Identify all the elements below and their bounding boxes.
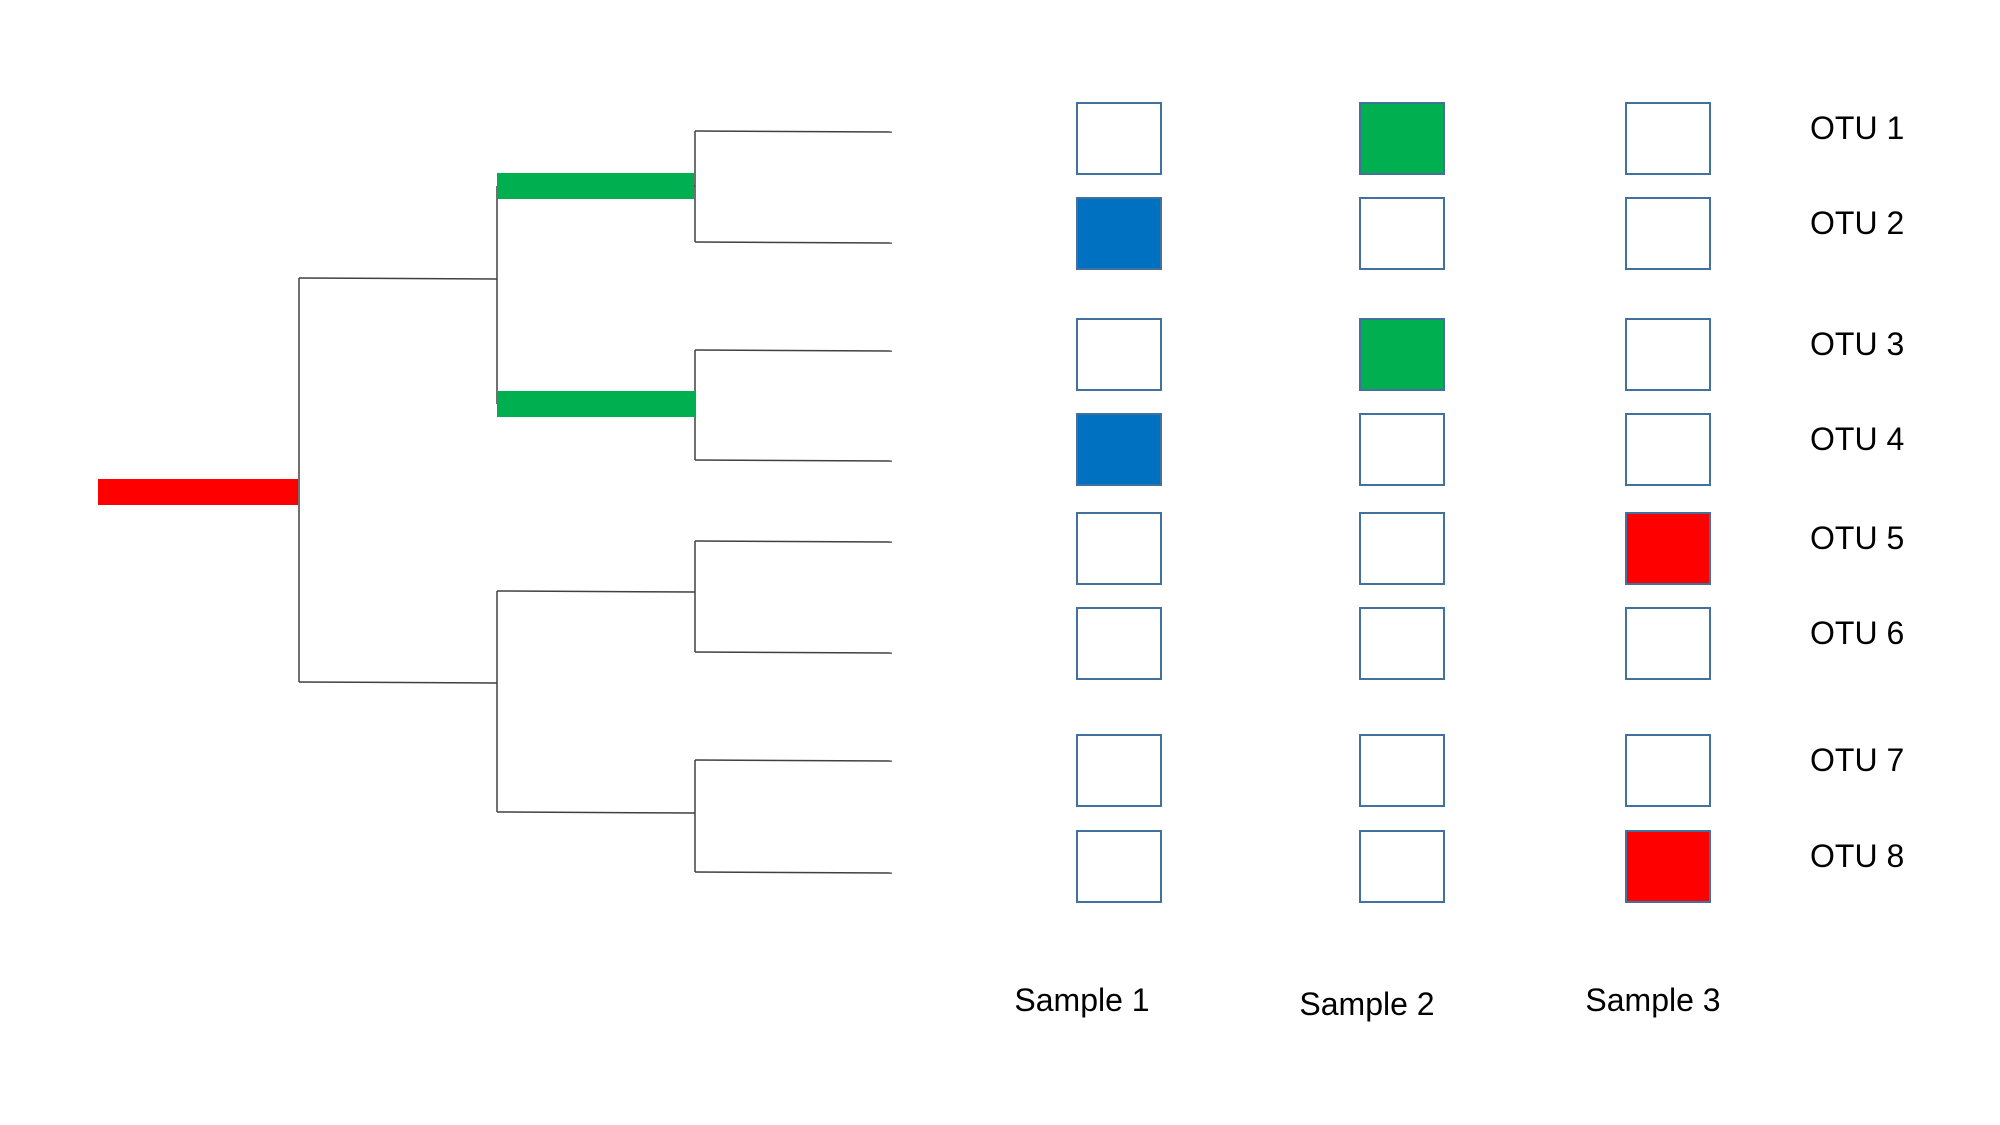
cell-otu8-sample2: [1359, 830, 1445, 903]
cell-otu1-sample1: [1076, 102, 1162, 175]
cell-otu6-sample3: [1625, 607, 1711, 680]
otu-label: OTU 1: [1810, 110, 1904, 146]
cell-otu1-sample2: [1359, 102, 1445, 175]
otu-label: OTU 4: [1810, 421, 1904, 457]
clade-b-branch-highlight: [497, 391, 696, 417]
cell-otu3-sample1: [1076, 318, 1162, 391]
cell-otu3-sample3: [1625, 318, 1711, 391]
cell-otu8-sample1: [1076, 830, 1162, 903]
tree-branch-upper: [298, 277, 498, 280]
otu-label: OTU 6: [1810, 615, 1904, 651]
otu-label: OTU 8: [1810, 838, 1904, 874]
tree-leaf-otu1: [694, 130, 893, 133]
sample-label: Sample 1: [1014, 982, 1149, 1018]
cell-otu1-sample3: [1625, 102, 1711, 175]
cell-otu4-sample3: [1625, 413, 1711, 486]
otu-label: OTU 2: [1810, 205, 1904, 241]
cell-otu6-sample2: [1359, 607, 1445, 680]
otu-label: OTU 7: [1810, 742, 1904, 778]
cell-otu5-sample2: [1359, 512, 1445, 585]
tree-branch-clade-d: [496, 811, 696, 814]
tree-leaf-otu7: [694, 759, 893, 762]
tree-branch-lower: [298, 681, 498, 684]
root-branch-highlight: [98, 479, 298, 505]
dendrogram: [298, 130, 893, 874]
tree-branch-clade-c: [496, 590, 696, 593]
otu-label: OTU 3: [1810, 326, 1904, 362]
cell-otu4-sample1: [1076, 413, 1162, 486]
cell-otu7-sample1: [1076, 734, 1162, 807]
clade-a-branch-highlight: [497, 173, 694, 199]
sample-label: Sample 3: [1585, 982, 1720, 1018]
cell-otu2-sample1: [1076, 197, 1162, 270]
cell-otu2-sample3: [1625, 197, 1711, 270]
highlighted-branches: [98, 173, 696, 505]
tree-leaf-otu4: [694, 459, 893, 462]
cell-otu5-sample3: [1625, 512, 1711, 585]
cell-otu3-sample2: [1359, 318, 1445, 391]
cell-otu7-sample2: [1359, 734, 1445, 807]
cell-otu2-sample2: [1359, 197, 1445, 270]
tree-leaf-otu8: [694, 871, 893, 874]
cell-otu7-sample3: [1625, 734, 1711, 807]
otu-label: OTU 5: [1810, 520, 1904, 556]
otu-labels: OTU 1 OTU 2 OTU 3 OTU 4 OTU 5 OTU 6 OTU 7 OTU 8: [1810, 110, 1904, 874]
presence-matrix: [1076, 102, 1711, 903]
tree-leaf-otu2: [694, 241, 893, 244]
sample-label: Sample 2: [1299, 986, 1434, 1022]
cell-otu6-sample1: [1076, 607, 1162, 680]
cell-otu5-sample1: [1076, 512, 1162, 585]
sample-labels: Sample 1 Sample 2 Sample 3: [1014, 982, 1720, 1022]
tree-leaf-otu3: [694, 349, 893, 352]
tree-leaf-otu5: [694, 540, 893, 543]
cell-otu4-sample2: [1359, 413, 1445, 486]
cell-otu8-sample3: [1625, 830, 1711, 903]
tree-leaf-otu6: [694, 651, 893, 654]
